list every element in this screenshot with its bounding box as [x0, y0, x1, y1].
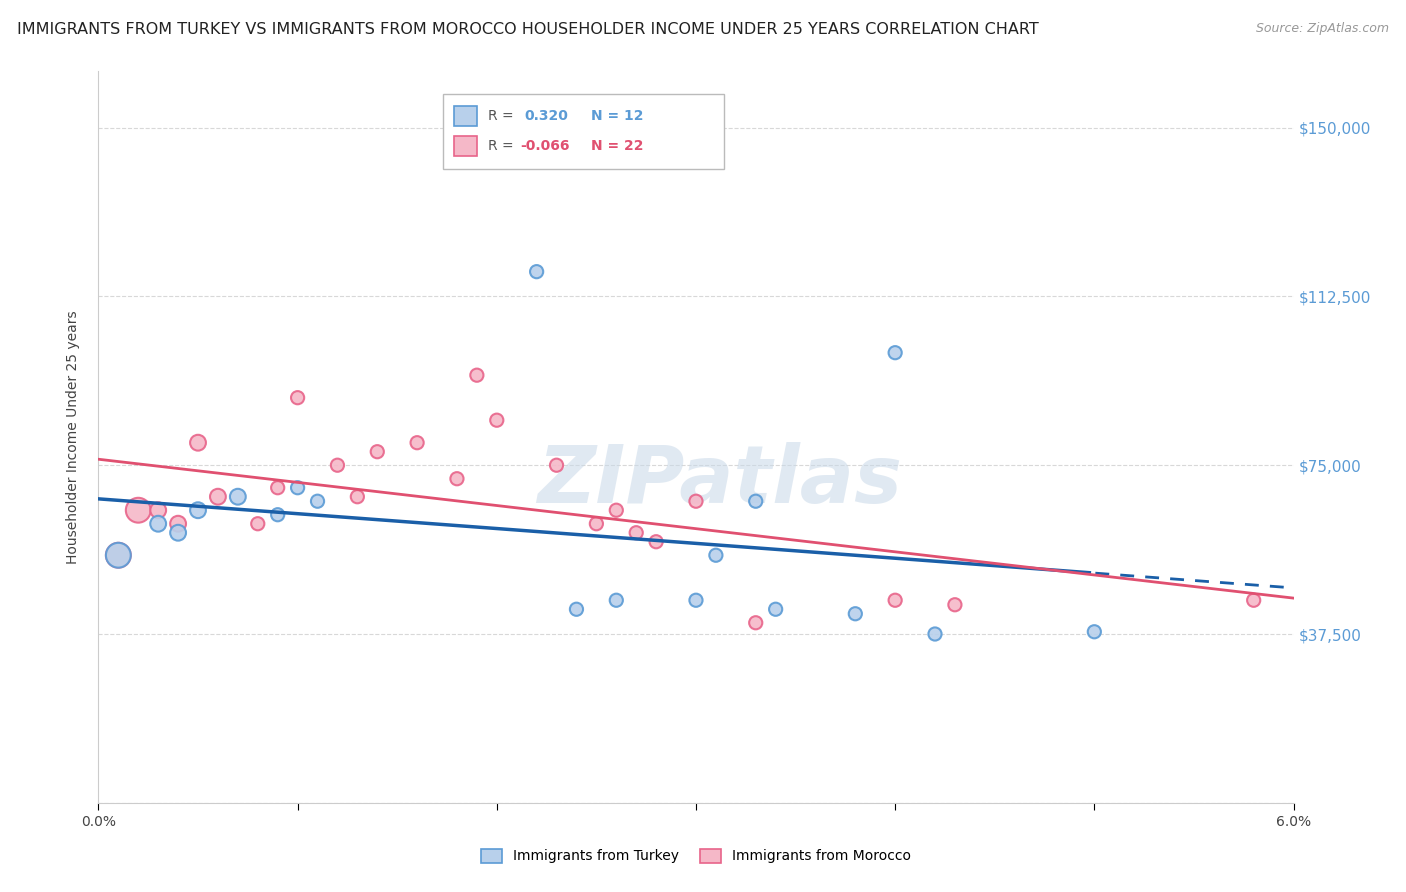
- Point: [585, 516, 607, 531]
- Point: [943, 598, 966, 612]
- Point: [884, 345, 907, 359]
- Text: ZIPatlas: ZIPatlas: [537, 442, 903, 520]
- Text: N = 12: N = 12: [591, 109, 643, 123]
- Point: [267, 508, 290, 522]
- Point: [1083, 624, 1105, 639]
- Point: [565, 602, 588, 616]
- Point: [307, 494, 329, 508]
- Point: [765, 602, 787, 616]
- Point: [924, 627, 946, 641]
- Point: [685, 494, 707, 508]
- Point: [167, 516, 190, 531]
- Point: [844, 607, 866, 621]
- Text: Source: ZipAtlas.com: Source: ZipAtlas.com: [1256, 22, 1389, 36]
- Point: [207, 490, 229, 504]
- Point: [745, 615, 768, 630]
- Point: [685, 593, 707, 607]
- Point: [148, 503, 170, 517]
- Point: [1243, 593, 1265, 607]
- Point: [884, 593, 907, 607]
- Point: [326, 458, 349, 473]
- Text: R =: R =: [488, 139, 513, 153]
- Point: [107, 548, 129, 562]
- Text: -0.066: -0.066: [520, 139, 569, 153]
- Point: [406, 435, 429, 450]
- Text: N = 22: N = 22: [591, 139, 643, 153]
- Text: 0.320: 0.320: [524, 109, 568, 123]
- Point: [346, 490, 368, 504]
- Point: [148, 516, 170, 531]
- Point: [287, 481, 309, 495]
- Point: [127, 503, 149, 517]
- Point: [246, 516, 269, 531]
- Y-axis label: Householder Income Under 25 years: Householder Income Under 25 years: [66, 310, 80, 564]
- Point: [605, 503, 627, 517]
- Point: [605, 593, 627, 607]
- Point: [107, 548, 129, 562]
- Point: [226, 490, 249, 504]
- Point: [187, 503, 209, 517]
- Point: [485, 413, 508, 427]
- Point: [267, 481, 290, 495]
- Point: [446, 472, 468, 486]
- Point: [526, 265, 548, 279]
- Point: [366, 444, 388, 458]
- Point: [745, 494, 768, 508]
- Point: [704, 548, 727, 562]
- Text: IMMIGRANTS FROM TURKEY VS IMMIGRANTS FROM MOROCCO HOUSEHOLDER INCOME UNDER 25 YE: IMMIGRANTS FROM TURKEY VS IMMIGRANTS FRO…: [17, 22, 1039, 37]
- Point: [465, 368, 488, 383]
- Point: [626, 525, 648, 540]
- Point: [167, 525, 190, 540]
- Point: [187, 435, 209, 450]
- Legend: Immigrants from Turkey, Immigrants from Morocco: Immigrants from Turkey, Immigrants from …: [475, 843, 917, 869]
- Text: R =: R =: [488, 109, 513, 123]
- Point: [546, 458, 568, 473]
- Point: [645, 534, 668, 549]
- Point: [287, 391, 309, 405]
